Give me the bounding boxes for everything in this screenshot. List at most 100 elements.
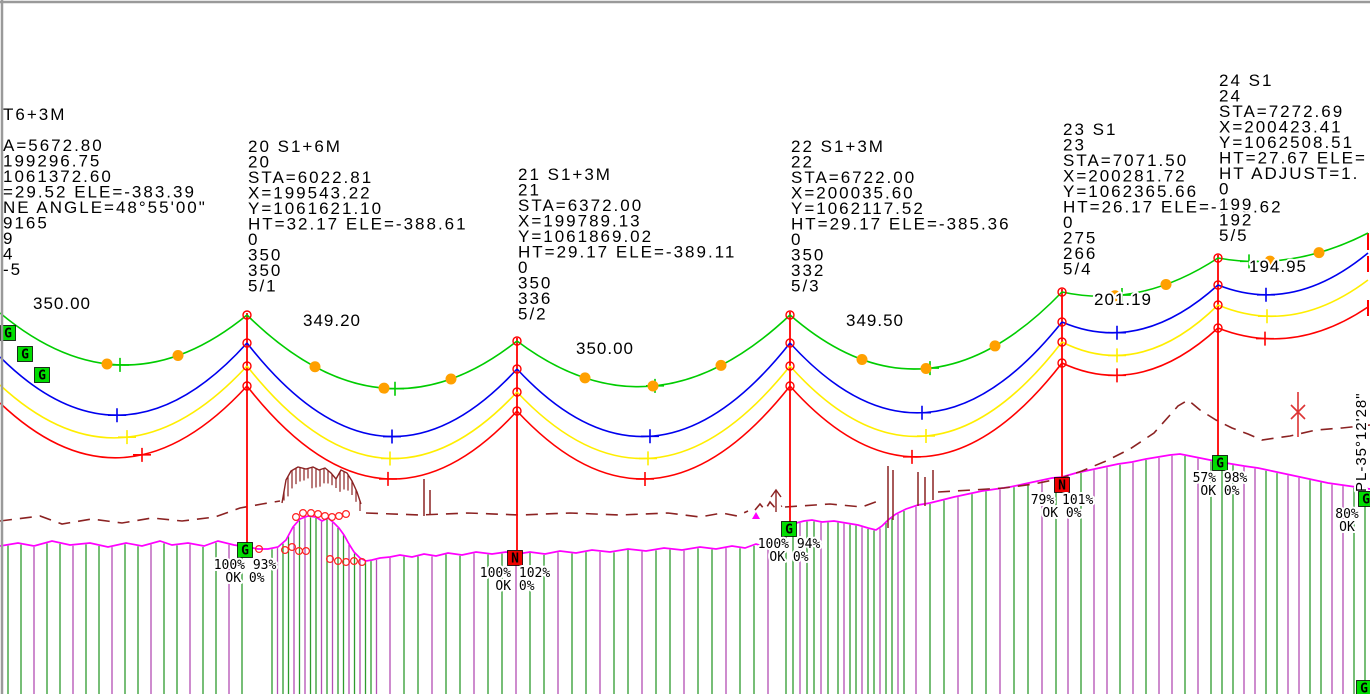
- marker-ball[interactable]: [1313, 247, 1325, 259]
- survey-point[interactable]: [358, 557, 367, 566]
- conductor-green[interactable]: [1217, 232, 1369, 263]
- marker-ball[interactable]: [856, 354, 868, 366]
- marker-ball[interactable]: [715, 359, 727, 371]
- attachment-node[interactable]: [512, 406, 522, 416]
- survey-point[interactable]: [288, 542, 297, 551]
- conductor-blue[interactable]: [246, 342, 518, 438]
- marker-ball[interactable]: [445, 373, 457, 385]
- clearance-line: [784, 500, 879, 508]
- attachment-node[interactable]: [1057, 287, 1067, 297]
- survey-point[interactable]: [335, 511, 344, 520]
- tower-label-line: X=199543.22: [248, 184, 372, 203]
- conductor-red[interactable]: [789, 362, 1063, 458]
- tower-label-line: HT=27.67 ELE=: [1219, 149, 1367, 168]
- tower-marker-g[interactable]: [781, 521, 797, 537]
- tower-label-line: 0: [248, 230, 259, 249]
- attachment-node[interactable]: [1057, 337, 1067, 347]
- conductor-yellow[interactable]: [789, 341, 1063, 438]
- terrain-line[interactable]: [0, 453, 1370, 562]
- marker-ball[interactable]: [989, 340, 1001, 352]
- conductor-blue[interactable]: [1061, 284, 1219, 334]
- marker-ball[interactable]: [172, 350, 184, 362]
- tower-marker-g[interactable]: [237, 542, 253, 558]
- attachment-node[interactable]: [1213, 280, 1223, 290]
- marker-ball[interactable]: [378, 382, 390, 394]
- attachment-node[interactable]: [242, 310, 252, 320]
- conductor-green[interactable]: [246, 314, 518, 390]
- tower-label-line: 23 S1: [1063, 120, 1117, 139]
- marker-ball[interactable]: [647, 380, 659, 392]
- marker-ball[interactable]: [920, 363, 932, 374]
- midspan-tick: [903, 449, 921, 464]
- attachment-node[interactable]: [1057, 317, 1067, 327]
- obstacle-x-marker[interactable]: [1290, 392, 1306, 437]
- midspan-tick: [1240, 254, 1258, 269]
- conductor-red[interactable]: [1061, 327, 1219, 377]
- conductor-blue[interactable]: [1217, 252, 1369, 296]
- marker-ball[interactable]: [101, 358, 113, 370]
- attachment-node[interactable]: [512, 364, 522, 374]
- tower-marker-g[interactable]: [1212, 455, 1228, 471]
- survey-point[interactable]: [292, 512, 301, 521]
- attachment-node[interactable]: [1213, 300, 1223, 310]
- attachment-node[interactable]: [242, 381, 252, 391]
- survey-point[interactable]: [328, 512, 337, 521]
- conductor-yellow[interactable]: [1061, 304, 1219, 357]
- survey-point[interactable]: [314, 510, 323, 519]
- survey-point[interactable]: [307, 509, 316, 518]
- conductor-red[interactable]: [516, 385, 791, 480]
- marker-ball[interactable]: [309, 361, 321, 373]
- marker-letter: G: [241, 544, 249, 559]
- tower-label-line: HT=32.17 ELE=-388.61: [248, 215, 468, 234]
- attachment-node[interactable]: [785, 338, 795, 348]
- survey-point[interactable]: [302, 546, 311, 555]
- attachment-node[interactable]: [1213, 253, 1223, 263]
- conductor-green[interactable]: [0, 312, 248, 366]
- attachment-node[interactable]: [785, 381, 795, 391]
- tower-marker-n[interactable]: [507, 550, 523, 566]
- attachment-node[interactable]: [512, 336, 522, 346]
- survey-point[interactable]: [350, 556, 359, 565]
- marker-ball[interactable]: [1160, 278, 1172, 290]
- survey-point[interactable]: [334, 556, 343, 565]
- conductor-red[interactable]: [246, 385, 518, 480]
- survey-point[interactable]: [321, 511, 330, 520]
- attachment-node[interactable]: [1057, 358, 1067, 368]
- marker-ball[interactable]: [1109, 290, 1121, 302]
- survey-point[interactable]: [281, 545, 290, 554]
- conductor-green[interactable]: [516, 314, 791, 388]
- tower-label-line: 24: [1219, 87, 1242, 106]
- tower-marker-g[interactable]: [1356, 680, 1370, 694]
- midspan-tick: [383, 429, 401, 444]
- survey-point[interactable]: [342, 510, 351, 519]
- midspan-tick: [379, 471, 397, 486]
- tower-label-line: T6+3M: [3, 105, 66, 124]
- conductor-green[interactable]: [1061, 257, 1219, 298]
- tower-marker-g[interactable]: [17, 346, 33, 362]
- attachment-node[interactable]: [242, 361, 252, 371]
- attachment-node[interactable]: [785, 310, 795, 320]
- tower-marker-g[interactable]: [0, 325, 16, 341]
- conductor-green[interactable]: [789, 291, 1063, 370]
- attachment-node[interactable]: [242, 338, 252, 348]
- tower-marker-g[interactable]: [1358, 491, 1370, 507]
- tower-marker-n[interactable]: [1054, 477, 1070, 493]
- attachment-node[interactable]: [1213, 323, 1223, 333]
- tower-label-line: 24 S1: [1219, 71, 1273, 90]
- attachment-node[interactable]: [512, 387, 522, 397]
- survey-point[interactable]: [299, 509, 308, 518]
- tower-marker-g[interactable]: [34, 367, 50, 383]
- conductor-yellow[interactable]: [246, 365, 518, 460]
- survey-point[interactable]: [326, 554, 335, 563]
- conductor-yellow[interactable]: [516, 365, 791, 460]
- conductor-yellow[interactable]: [1217, 279, 1369, 318]
- attachment-node[interactable]: [785, 361, 795, 371]
- survey-point[interactable]: [342, 557, 351, 566]
- marker-ball[interactable]: [579, 372, 591, 384]
- marker-ball[interactable]: [1264, 255, 1276, 267]
- conductor-red[interactable]: [1217, 306, 1369, 340]
- conductor-red[interactable]: [0, 385, 248, 459]
- survey-point[interactable]: [255, 544, 264, 553]
